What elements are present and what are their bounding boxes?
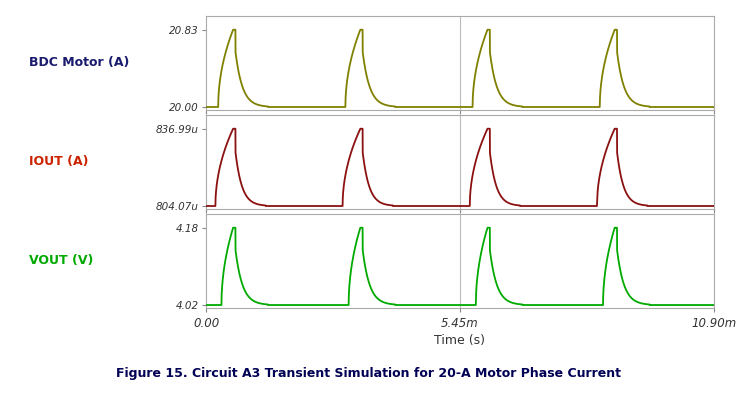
Text: VOUT (V): VOUT (V) — [29, 254, 93, 267]
X-axis label: Time (s): Time (s) — [434, 334, 486, 347]
Text: BDC Motor (A): BDC Motor (A) — [29, 56, 130, 70]
Text: Figure 15. Circuit A3 Transient Simulation for 20-A Motor Phase Current: Figure 15. Circuit A3 Transient Simulati… — [116, 367, 620, 380]
Text: IOUT (A): IOUT (A) — [29, 156, 89, 168]
